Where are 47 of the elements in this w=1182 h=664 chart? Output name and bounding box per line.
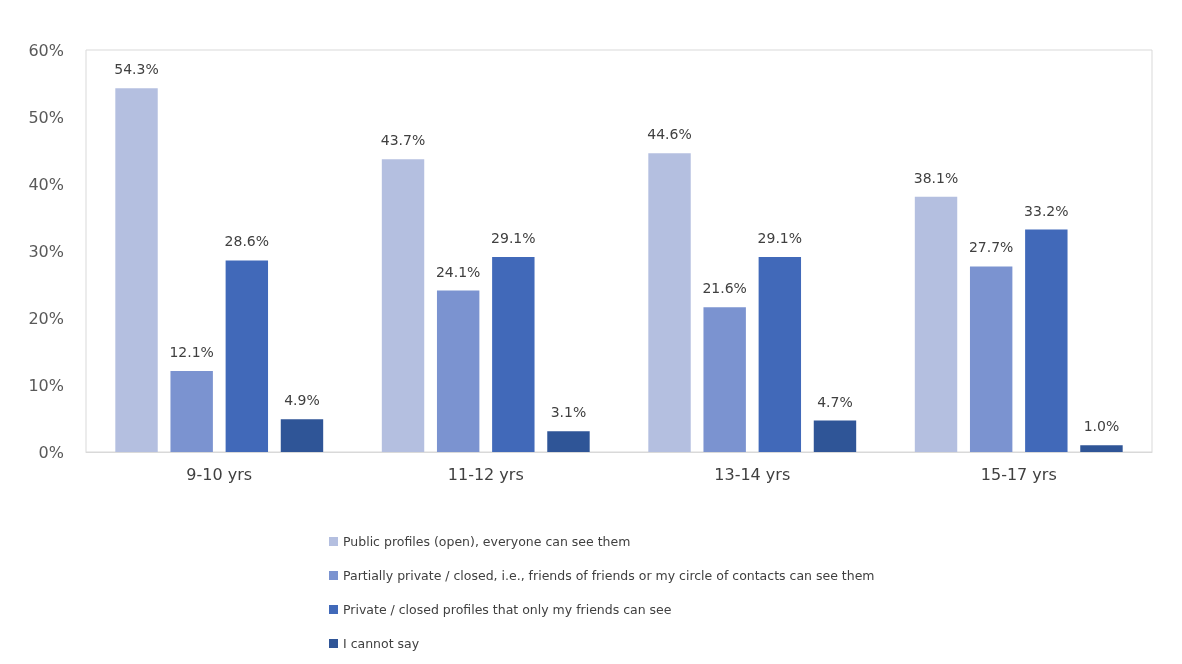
y-tick-label: 50% bbox=[28, 107, 64, 127]
data-label: 21.6% bbox=[702, 280, 747, 297]
y-tick-label: 40% bbox=[28, 174, 64, 194]
data-label: 4.7% bbox=[817, 393, 853, 410]
data-label: 44.6% bbox=[647, 126, 692, 143]
y-tick-label: 60% bbox=[28, 40, 64, 60]
bar bbox=[1080, 445, 1123, 452]
legend-label: Public profiles (open), everyone can see them bbox=[343, 534, 631, 549]
bar bbox=[436, 290, 480, 452]
data-label: 1.0% bbox=[1083, 418, 1120, 435]
data-label: 54.3% bbox=[114, 61, 159, 78]
data-label: 12.1% bbox=[169, 343, 214, 360]
data-label: 38.1% bbox=[913, 169, 959, 186]
data-label: 29.1% bbox=[491, 230, 536, 247]
x-tick-label: 9-10 yrs bbox=[186, 464, 253, 484]
y-tick-label: 10% bbox=[28, 375, 64, 395]
bar bbox=[280, 419, 324, 452]
bar bbox=[1025, 229, 1068, 452]
bar bbox=[813, 420, 857, 452]
data-label: 43.7% bbox=[380, 132, 426, 149]
y-tick-label: 0% bbox=[38, 442, 64, 462]
bar bbox=[170, 370, 213, 452]
x-tick-label: 11-12 yrs bbox=[447, 464, 524, 484]
data-label: 33.2% bbox=[1024, 202, 1069, 219]
bar bbox=[492, 257, 535, 452]
bar bbox=[969, 266, 1013, 452]
legend-label: Partially private / closed, i.e., friends of friends or my circle of contacts can see them bbox=[343, 568, 875, 583]
data-label: 28.6% bbox=[224, 233, 270, 250]
x-tick-label: 15-17 yrs bbox=[980, 464, 1057, 484]
legend-label: I cannot say bbox=[343, 636, 420, 651]
bar bbox=[225, 260, 269, 452]
data-label: 3.1% bbox=[550, 404, 587, 421]
bar bbox=[703, 307, 746, 452]
bar bbox=[758, 257, 802, 452]
bar bbox=[648, 153, 691, 452]
data-label: 4.9% bbox=[284, 392, 320, 409]
data-label: 29.1% bbox=[757, 230, 803, 247]
bar bbox=[914, 196, 958, 452]
data-label: 24.1% bbox=[435, 263, 481, 280]
y-tick-label: 20% bbox=[28, 308, 64, 328]
bar bbox=[381, 159, 425, 452]
legend-label: Private / closed profiles that only my friends can see bbox=[343, 602, 672, 617]
x-tick-label: 13-14 yrs bbox=[714, 464, 791, 484]
bar bbox=[115, 88, 158, 452]
data-label: 27.7% bbox=[968, 239, 1014, 256]
y-tick-label: 30% bbox=[28, 241, 64, 261]
bar bbox=[547, 431, 590, 452]
